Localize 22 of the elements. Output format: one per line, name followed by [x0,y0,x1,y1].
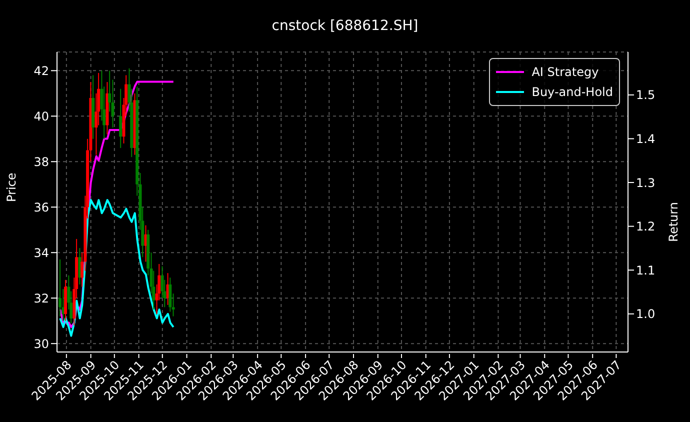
y2-tick-label: 1.0 [636,307,656,322]
y2-tick-label: 1.5 [636,88,656,102]
y-tick-label: 32 [34,291,49,306]
candlestick [119,88,122,148]
y-tick-label: 40 [34,109,49,124]
y2-axis-title: Return [666,202,680,242]
chart-title: cnstock [688612.SH] [270,18,420,34]
legend-label: AI Strategy [532,65,599,79]
y-axis-title: Price [4,172,18,202]
y2-tick-label: 1.3 [636,176,656,190]
y2-tick-label: 1.4 [636,132,656,146]
candlestick [58,258,62,317]
y-tick-label: 42 [34,64,49,78]
y2-tick-label: 1.2 [636,220,656,234]
y-tick-label: 38 [34,154,49,169]
y-tick-label: 30 [34,336,49,351]
legend-label: Buy-and-Hold [532,85,613,99]
y-tick-label: 34 [34,246,49,260]
y2-tick-label: 1.1 [636,263,656,278]
y-tick-label: 36 [34,200,49,214]
line-series [59,199,174,337]
candlestick [168,277,172,312]
